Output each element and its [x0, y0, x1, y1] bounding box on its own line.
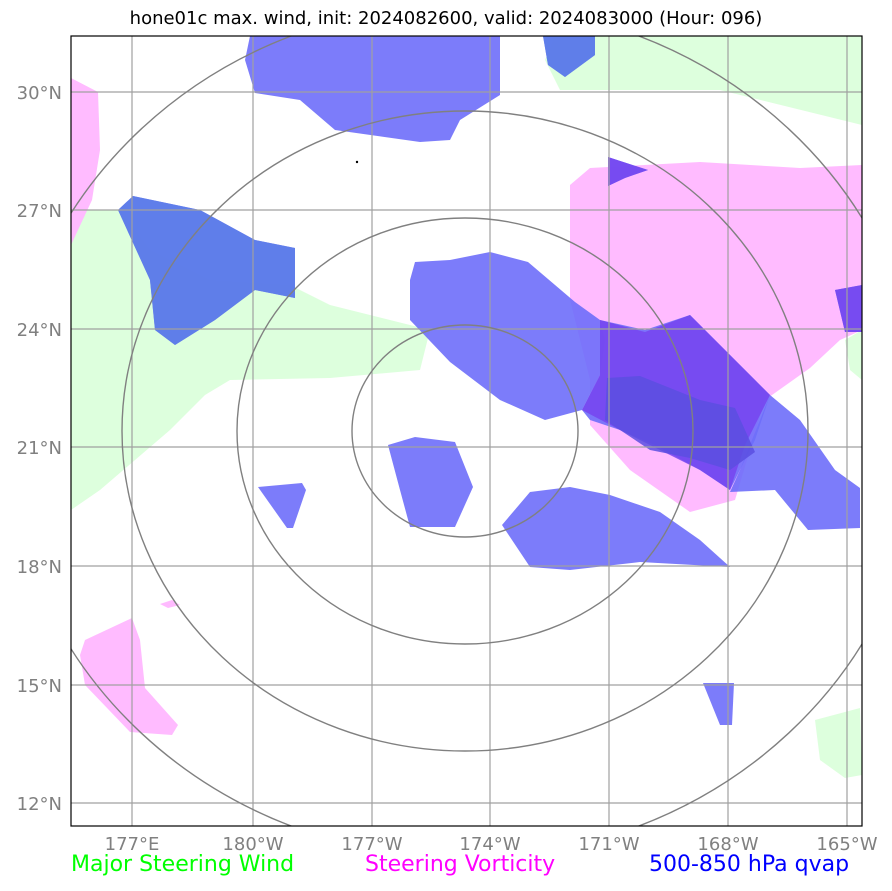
range-ring: [236, 217, 694, 645]
map-title: hone01c max. wind, init: 2024082600, val…: [129, 8, 763, 29]
overlap-region: [118, 196, 295, 345]
legend-steering-vorticity: Steering Vorticity: [365, 852, 556, 877]
range-ring: [351, 324, 579, 538]
lat-tick-label: 30°N: [17, 83, 62, 104]
lon-tick-labels: 177°E 180°W 177°W 174°W 171°W 168°W 165°…: [105, 834, 878, 855]
gridlines: [71, 36, 862, 826]
qvap-region: [388, 437, 473, 527]
lat-tick-label: 18°N: [17, 557, 62, 578]
qvap-region: [410, 252, 605, 420]
steering-wind-region: [815, 708, 862, 778]
lon-tick-label: 165°W: [816, 834, 877, 855]
steering-wind-region: [845, 330, 862, 380]
qvap-region: [703, 683, 734, 725]
overlap-region: [608, 157, 648, 186]
lat-tick-label: 12°N: [17, 794, 62, 815]
lat-tick-labels: 30°N 27°N 24°N 21°N 18°N 15°N 12°N: [17, 83, 62, 815]
lon-tick-label: 177°W: [341, 834, 402, 855]
lat-tick-label: 15°N: [17, 676, 62, 697]
lat-tick-label: 24°N: [17, 320, 62, 341]
range-ring: [121, 110, 809, 752]
lon-tick-label: 168°W: [697, 834, 758, 855]
center-marker: [355, 160, 359, 164]
lon-tick-label: 177°E: [105, 834, 160, 855]
legend-qvap: 500-850 hPa qvap: [649, 852, 850, 877]
vorticity-region: [80, 618, 178, 735]
qvap-region: [502, 487, 730, 570]
lon-tick-label: 174°W: [459, 834, 520, 855]
lon-tick-label: 171°W: [578, 834, 639, 855]
plot-frame: [70, 35, 863, 827]
range-rings: [71, 36, 862, 826]
qvap-region: [258, 483, 306, 528]
lat-tick-label: 21°N: [17, 438, 62, 459]
lat-tick-label: 27°N: [17, 201, 62, 222]
legend-steering-wind: Major Steering Wind: [71, 852, 295, 877]
steering-wind-region: [545, 36, 862, 125]
qvap-region: [730, 395, 860, 530]
overlap-region: [835, 285, 862, 332]
lon-tick-label: 180°W: [222, 834, 283, 855]
overlap-region: [543, 36, 595, 77]
